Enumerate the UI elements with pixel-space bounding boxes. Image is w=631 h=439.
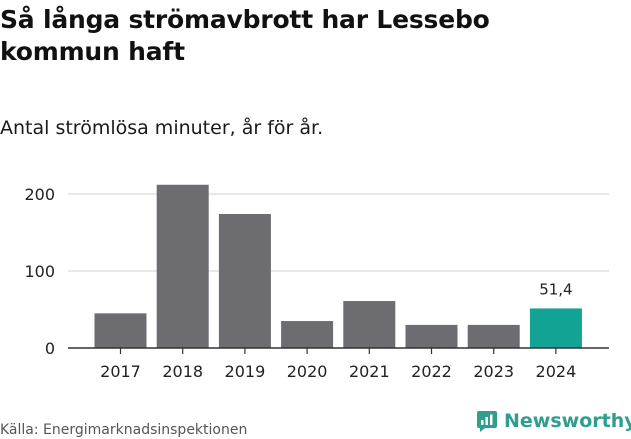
x-tick-label: 2017 — [100, 362, 141, 381]
x-tick-label: 2022 — [411, 362, 452, 381]
data-labels: 51,4 — [539, 280, 572, 298]
bar-2018 — [156, 184, 209, 348]
x-tick-label: 2020 — [287, 362, 328, 381]
bars — [94, 184, 582, 348]
bar-2022 — [405, 324, 458, 348]
y-tick-label: 100 — [24, 262, 55, 281]
brand-name: Newsworthy — [504, 410, 631, 432]
data-label: 51,4 — [539, 280, 572, 298]
bar-2019 — [218, 214, 271, 348]
bar-2021 — [343, 301, 396, 348]
brand-logo: Newsworthy — [476, 409, 631, 433]
x-tick-label: 2023 — [473, 362, 514, 381]
bar-chart: 0 100 200 2017 2018 2019 2020 2021 2022 2023 2024… — [24, 184, 609, 381]
y-axis-ticks: 0 100 200 — [24, 185, 55, 358]
bar-2023 — [467, 324, 520, 348]
bar-2024 — [529, 308, 582, 348]
x-tick-label: 2018 — [162, 362, 203, 381]
chart-subtitle: Antal strömlösa minuter, år för år. — [0, 117, 324, 139]
y-tick-label: 200 — [24, 185, 55, 204]
x-tick-label: 2021 — [349, 362, 390, 381]
x-tick-label: 2019 — [225, 362, 266, 381]
y-tick-label: 0 — [45, 339, 55, 358]
gridlines — [68, 193, 609, 272]
bar-2020 — [281, 321, 334, 348]
newsworthy-logo-icon — [477, 411, 497, 432]
source-note: Källa: Energimarknadsinspektionen — [0, 422, 248, 438]
chart-title: Så långa strömavbrott har Lessebo kommun… — [0, 5, 490, 66]
bar-2017 — [94, 313, 147, 348]
x-tick-label: 2024 — [536, 362, 577, 381]
x-axis-ticks: 2017 2018 2019 2020 2021 2022 2023 2024 — [100, 348, 576, 381]
